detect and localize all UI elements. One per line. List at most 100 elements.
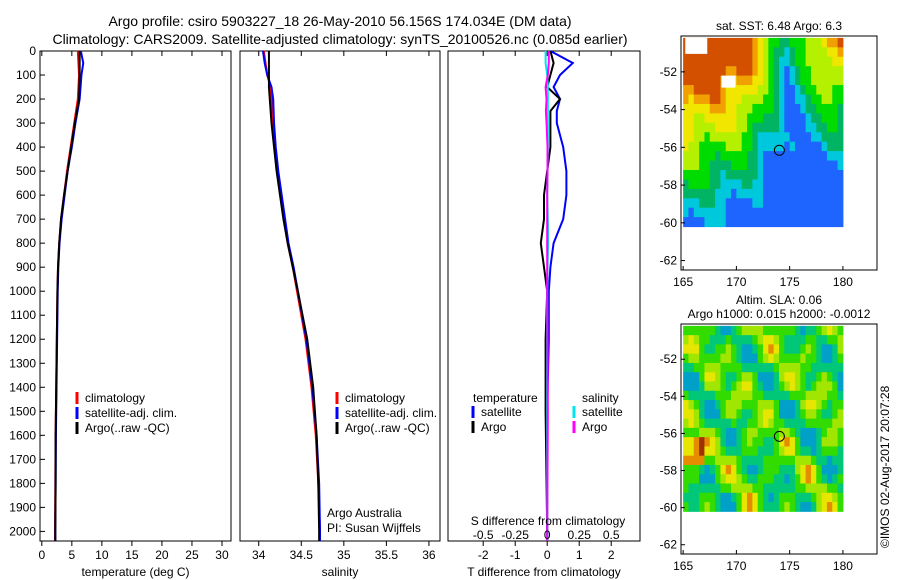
- sst-map-field: [683, 37, 844, 228]
- map-cell: [752, 344, 759, 355]
- map-cell: [715, 37, 721, 48]
- map-cell: [709, 66, 716, 77]
- map-cell: [763, 390, 769, 401]
- map-cell: [747, 335, 753, 345]
- map-cell: [725, 464, 732, 475]
- map-cell: [747, 446, 753, 457]
- x-axis-label: temperature (deg C): [81, 565, 189, 579]
- map-cell: [832, 188, 839, 199]
- map-cell: [837, 464, 844, 475]
- map-cell: [709, 502, 716, 512]
- map-cell: [837, 85, 844, 95]
- map-x-tick-label: 170: [726, 275, 746, 289]
- map-cell: [779, 179, 785, 190]
- map-cell: [821, 188, 828, 199]
- map-cell: [779, 160, 785, 171]
- map-cell: [720, 66, 727, 77]
- map-cell: [704, 427, 711, 438]
- map-cell: [725, 492, 732, 503]
- map-cell: [693, 325, 700, 336]
- map-cell: [731, 325, 737, 336]
- map-cell: [699, 217, 705, 228]
- map-cell: [784, 381, 791, 392]
- map-cell: [816, 446, 823, 457]
- map-cell: [747, 502, 753, 512]
- map-cell: [821, 37, 828, 48]
- map-cell: [763, 409, 769, 420]
- map-cell: [757, 217, 764, 228]
- series-argo-raw-qc-: [54, 51, 81, 541]
- map-cell: [757, 390, 764, 401]
- map-cell: [784, 325, 791, 336]
- map-cell: [784, 85, 791, 95]
- map-cell: [747, 122, 753, 133]
- map-cell: [789, 103, 796, 114]
- map-cell: [821, 141, 828, 152]
- map-cell: [683, 335, 689, 345]
- map-cell: [709, 113, 716, 124]
- map-cell: [725, 325, 732, 336]
- map-y-tick-label: -62: [660, 538, 678, 552]
- map-cell: [731, 37, 737, 48]
- map-cell: [773, 151, 780, 162]
- map-cell: [773, 390, 780, 401]
- map-cell: [763, 455, 769, 466]
- map-cell: [810, 217, 817, 228]
- map-cell: [805, 103, 812, 114]
- map-cell: [752, 390, 759, 401]
- map-cell: [715, 492, 721, 503]
- map-cell: [794, 409, 801, 420]
- map-cell: [720, 325, 727, 336]
- secondary-tick-label: -0.5: [473, 528, 494, 542]
- map-frame: [680, 323, 878, 555]
- map-cell: [741, 400, 748, 410]
- map-cell: [704, 47, 711, 58]
- map-cell: [736, 325, 743, 336]
- map-cell: [752, 474, 759, 485]
- map-cell: [837, 325, 844, 336]
- map-cell: [725, 103, 732, 114]
- map-cell: [688, 474, 695, 485]
- map-cell: [800, 122, 807, 133]
- map-cell: [704, 381, 711, 392]
- map-cell: [720, 85, 727, 95]
- map-cell: [794, 217, 801, 228]
- map-cell: [837, 47, 844, 58]
- map-cell: [720, 122, 727, 133]
- map-cell: [747, 418, 753, 429]
- map-cell: [779, 94, 785, 105]
- map-cell: [720, 47, 727, 58]
- map-cell: [805, 122, 812, 133]
- map-cell: [773, 335, 780, 345]
- x-tick-label: 36: [422, 548, 436, 562]
- map-cell: [784, 198, 791, 209]
- map-cell: [725, 179, 732, 190]
- map-cell: [794, 362, 801, 373]
- map-cell: [794, 474, 801, 485]
- map-cell: [741, 85, 748, 95]
- map-cell: [837, 335, 844, 345]
- map-cell: [688, 353, 695, 364]
- map-cell: [704, 151, 711, 162]
- map-cell: [757, 207, 764, 218]
- map-cell: [768, 400, 775, 410]
- land-mask: [685, 37, 708, 54]
- map-cell: [784, 151, 791, 162]
- map-cell: [688, 400, 695, 410]
- map-cell: [816, 198, 823, 209]
- map-cell: [810, 502, 817, 512]
- map-cell: [805, 56, 812, 67]
- map-cell: [805, 47, 812, 58]
- map-cell: [779, 362, 785, 373]
- map-cell: [784, 94, 791, 105]
- map-cell: [741, 474, 748, 485]
- map-cell: [763, 75, 769, 86]
- map-cell: [805, 325, 812, 336]
- map-cell: [731, 474, 737, 485]
- map-cell: [789, 94, 796, 105]
- map-cell: [752, 160, 759, 171]
- map-cell: [720, 113, 727, 124]
- map-cell: [709, 103, 716, 114]
- map-cell: [741, 75, 748, 86]
- map-cell: [741, 492, 748, 503]
